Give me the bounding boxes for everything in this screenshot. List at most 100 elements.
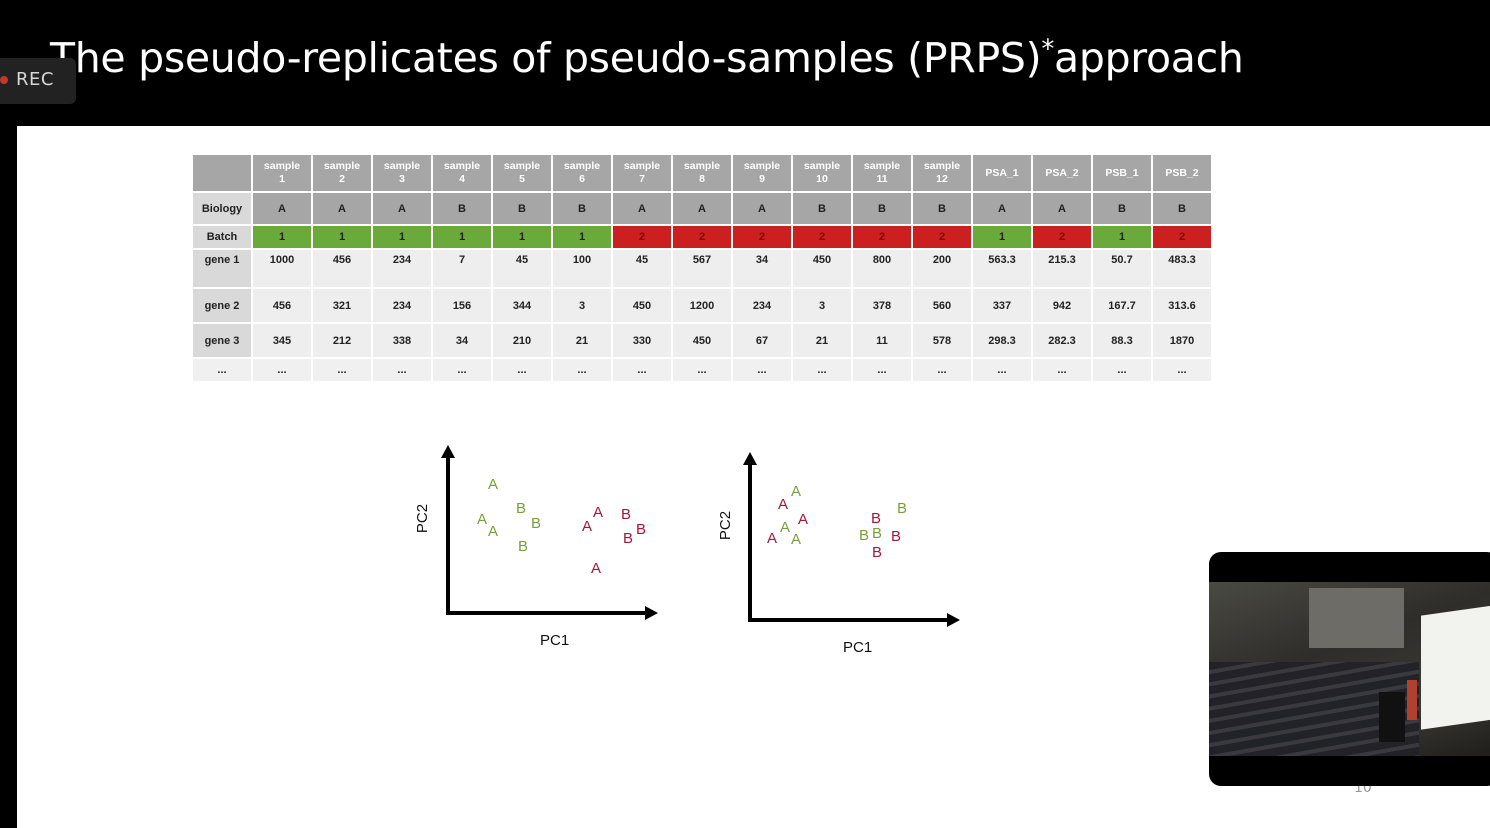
y-axis-arrow-icon (743, 452, 757, 465)
ellipsis-cell: ... (1033, 359, 1091, 381)
gene-value-cell: 167.7 (1093, 289, 1151, 322)
column-header: PSB_2 (1153, 155, 1211, 191)
row-label: Biology (193, 193, 251, 224)
scatter-point: A (780, 519, 791, 536)
scatter-point: B (872, 544, 883, 561)
ellipsis-cell: ... (1153, 359, 1211, 381)
scatter-point: A (582, 518, 593, 535)
column-header: PSA_2 (1033, 155, 1091, 191)
record-dot-icon (0, 76, 8, 84)
scatter-point: A (477, 511, 488, 528)
biology-cell: B (1093, 193, 1151, 224)
slide-title-suffix: approach (1054, 34, 1244, 82)
batch-cell: 1 (1093, 226, 1151, 248)
batch-cell: 2 (673, 226, 731, 248)
gene-value-cell: 21 (553, 324, 611, 357)
y-axis (446, 455, 450, 615)
biology-cell: A (313, 193, 371, 224)
gene-value-cell: 215.3 (1033, 250, 1091, 287)
table-row-batch: Batch 1 1 1 1 1 1 2 2 2 2 2 2 1 2 1 2 (193, 226, 1211, 248)
column-header: sample 10 (793, 155, 851, 191)
batch-cell: 1 (253, 226, 311, 248)
biology-cell: B (433, 193, 491, 224)
gene-value-cell: 212 (313, 324, 371, 357)
batch-cell: 2 (913, 226, 971, 248)
recording-indicator: REC (0, 58, 76, 104)
biology-cell: A (1033, 193, 1091, 224)
gene-value-cell: 298.3 (973, 324, 1031, 357)
batch-cell: 1 (433, 226, 491, 248)
gene-value-cell: 578 (913, 324, 971, 357)
gene-value-cell: 282.3 (1033, 324, 1091, 357)
column-header: PSA_1 (973, 155, 1031, 191)
batch-cell: 2 (853, 226, 911, 248)
ellipsis-cell: ... (433, 359, 491, 381)
scatter-point: A (791, 531, 802, 548)
gene-value-cell: 344 (493, 289, 551, 322)
ellipsis-cell: ... (973, 359, 1031, 381)
scatter-point: B (518, 538, 529, 555)
gene-value-cell: 456 (253, 289, 311, 322)
scatter-point: B (871, 510, 882, 527)
table-row-gene: gene 2 456 321 234 156 344 3 450 1200 234 3 378 560 3… (193, 289, 1211, 322)
gene-value-cell: 450 (673, 324, 731, 357)
gene-value-cell: 88.3 (1093, 324, 1151, 357)
scatter-point: B (872, 525, 883, 542)
scatter-point: A (798, 511, 809, 528)
stage-backdrop (1309, 588, 1404, 648)
gene-value-cell: 100 (553, 250, 611, 287)
biology-cell: B (913, 193, 971, 224)
y-axis-label: PC2 (414, 503, 432, 534)
batch-cell: 2 (613, 226, 671, 248)
column-header: sample 3 (373, 155, 431, 191)
gene-value-cell: 234 (373, 289, 431, 322)
scatter-point: A (778, 496, 789, 513)
batch-cell: 2 (793, 226, 851, 248)
gene-value-cell: 313.6 (1153, 289, 1211, 322)
gene-value-cell: 3 (553, 289, 611, 322)
batch-cell: 1 (373, 226, 431, 248)
gene-value-cell: 800 (853, 250, 911, 287)
batch-cell: 1 (313, 226, 371, 248)
gene-value-cell: 450 (793, 250, 851, 287)
gene-value-cell: 483.3 (1153, 250, 1211, 287)
gene-value-cell: 345 (253, 324, 311, 357)
speaker-video-thumbnail[interactable] (1209, 552, 1490, 786)
column-header: sample 8 (673, 155, 731, 191)
batch-cell: 1 (973, 226, 1031, 248)
scatter-point: B (891, 528, 902, 545)
gene-value-cell: 45 (613, 250, 671, 287)
scatter-point: B (621, 506, 632, 523)
table-row-ellipsis: ........................................… (193, 359, 1211, 381)
column-header: sample 12 (913, 155, 971, 191)
x-axis-arrow-icon (947, 613, 960, 627)
gene-value-cell: 45 (493, 250, 551, 287)
ellipsis-cell: ... (373, 359, 431, 381)
gene-value-cell: 563.3 (973, 250, 1031, 287)
row-label: gene 2 (193, 289, 251, 322)
scatter-point: B (859, 527, 870, 544)
gene-value-cell: 50.7 (1093, 250, 1151, 287)
gene-value-cell: 560 (913, 289, 971, 322)
gene-value-cell: 321 (313, 289, 371, 322)
recording-label: REC (16, 69, 54, 90)
gene-value-cell: 338 (373, 324, 431, 357)
x-axis-label: PC1 (540, 632, 570, 649)
table-header-row: sample 1 sample 2 sample 3 sample 4 sample 5 sampl… (193, 155, 1211, 191)
scatter-point: B (636, 521, 647, 538)
ellipsis-cell: ... (613, 359, 671, 381)
biology-cell: A (373, 193, 431, 224)
biology-cell: B (1153, 193, 1211, 224)
gene-value-cell: 1870 (1153, 324, 1211, 357)
slide-title-bar: The pseudo-replicates of pseudo-samples … (0, 0, 1490, 126)
scatter-point: A (791, 483, 802, 500)
row-label: Batch (193, 226, 251, 248)
column-header: sample 2 (313, 155, 371, 191)
row-label: gene 1 (193, 250, 251, 287)
gene-value-cell: 156 (433, 289, 491, 322)
scatter-point: B (516, 500, 527, 517)
scatter-point: A (591, 560, 602, 577)
gene-value-cell: 67 (733, 324, 791, 357)
gene-value-cell: 7 (433, 250, 491, 287)
data-table: sample 1 sample 2 sample 3 sample 4 sample 5 sampl… (191, 153, 1213, 383)
